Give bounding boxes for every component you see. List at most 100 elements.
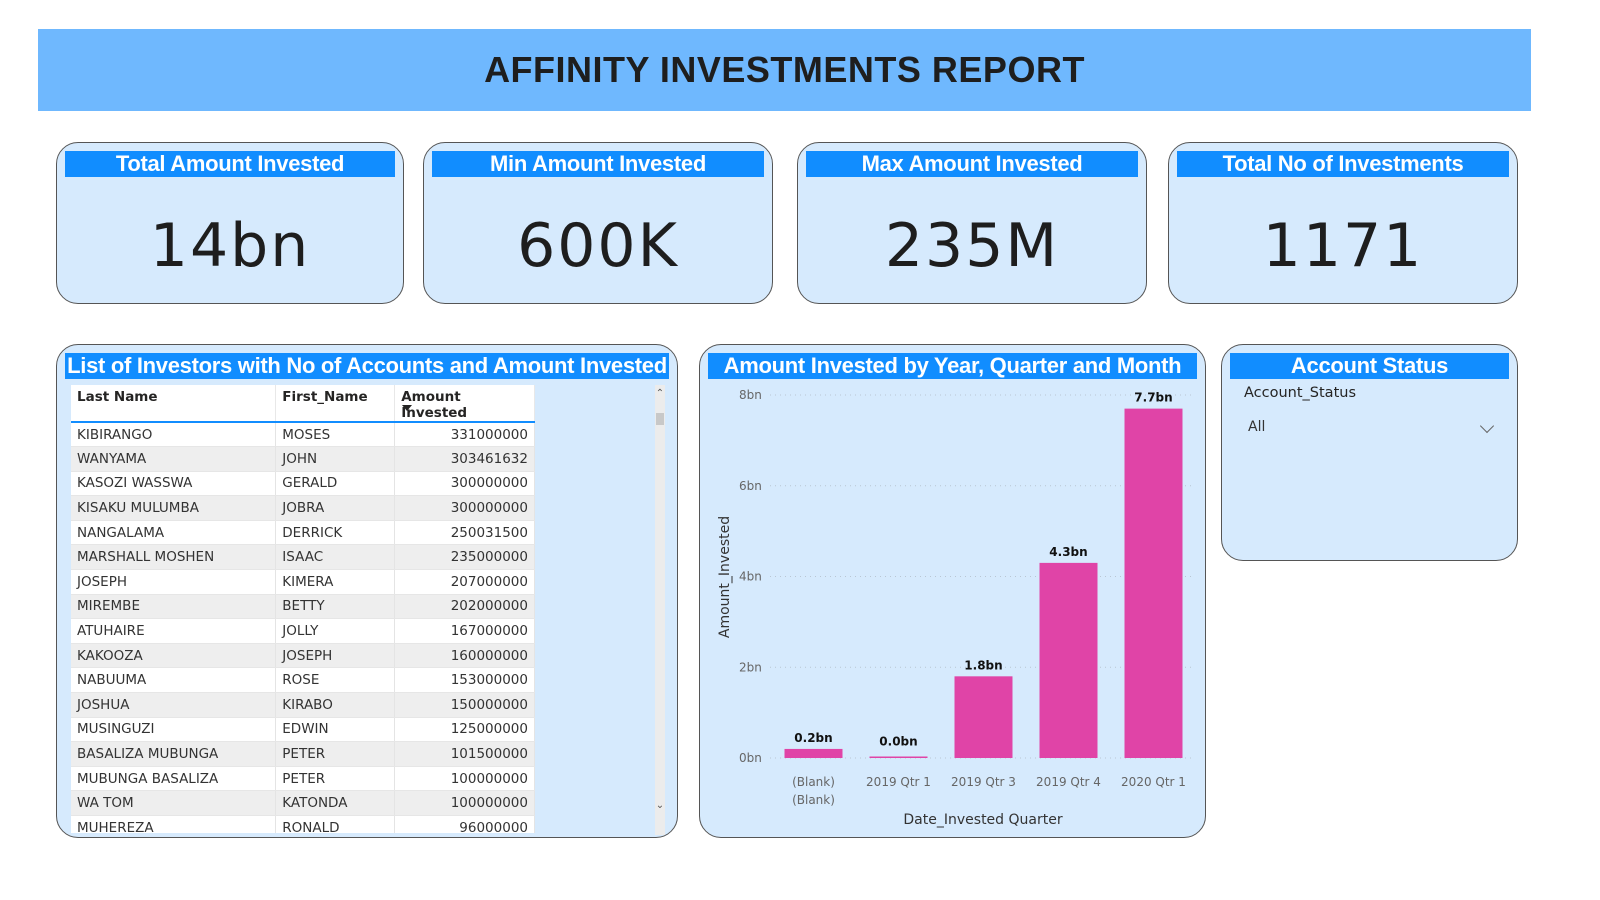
- bar[interactable]: [869, 756, 928, 759]
- first-name-cell: DERRICK: [275, 520, 396, 546]
- amount-cell: 235000000: [394, 544, 535, 571]
- first-name-cell: PETER: [275, 766, 396, 792]
- table-row[interactable]: NABUUMA ROSE 153000000: [71, 667, 535, 694]
- slicer-title: Account Status: [1230, 353, 1509, 379]
- column-header-last-name[interactable]: Last Name: [71, 385, 277, 423]
- investors-table-card: List of Investors with No of Accounts an…: [56, 344, 678, 838]
- kpi-card-total-investments: Total No of Investments 1171: [1168, 142, 1518, 304]
- last-name-cell: MUHEREZA: [71, 815, 277, 833]
- amount-cell: 100000000: [394, 766, 535, 792]
- amount-cell: 303461632: [394, 446, 535, 472]
- table-row[interactable]: JOSEPH KIMERA 207000000: [71, 569, 535, 595]
- column-header-first-name[interactable]: First_Name: [275, 385, 396, 423]
- x-tick-label: 2019 Qtr 4: [1036, 775, 1101, 789]
- scroll-down-icon[interactable]: ⌄: [655, 800, 665, 811]
- table-row[interactable]: ATUHAIRE JOLLY 167000000: [71, 618, 535, 644]
- column-header-amount-invested[interactable]: Amount Invested: [394, 385, 535, 423]
- report-banner: AFFINITY INVESTMENTS REPORT: [38, 29, 1531, 111]
- bar[interactable]: [954, 676, 1013, 758]
- last-name-cell: NANGALAMA: [71, 520, 277, 546]
- first-name-cell: KIRABO: [275, 692, 396, 718]
- first-name-cell: ISAAC: [275, 544, 396, 571]
- bar[interactable]: [1039, 562, 1098, 758]
- table-row[interactable]: MARSHALL MOSHEN ISAAC 235000000: [71, 544, 535, 571]
- last-name-cell: KAKOOZA: [71, 643, 277, 669]
- first-name-cell: JOHN: [275, 446, 396, 472]
- y-tick-label: 2bn: [739, 660, 762, 674]
- amount-cell: 207000000: [394, 569, 535, 595]
- table-body: KIBIRANGO MOSES 331000000 WANYAMA JOHN 303461…: [71, 422, 535, 833]
- first-name-cell: JOSEPH: [275, 643, 396, 669]
- bar-data-label: 0.2bn: [794, 731, 832, 745]
- kpi-title: Min Amount Invested: [432, 151, 764, 177]
- amount-cell: 101500000: [394, 741, 535, 767]
- kpi-card-total-amount: Total Amount Invested 14bn: [56, 142, 404, 304]
- table-row[interactable]: JOSHUA KIRABO 150000000: [71, 692, 535, 718]
- amount-cell: 153000000: [394, 667, 535, 694]
- last-name-cell: JOSHUA: [71, 692, 277, 718]
- bar-data-label: 4.3bn: [1049, 545, 1087, 559]
- amount-cell: 202000000: [394, 594, 535, 620]
- scroll-thumb[interactable]: [656, 413, 664, 425]
- table-header-row: Last Name First_Name Amount Invested: [71, 385, 535, 423]
- table-row[interactable]: MUHEREZA RONALD 96000000: [71, 815, 535, 833]
- table-row[interactable]: MIREMBE BETTY 202000000: [71, 594, 535, 620]
- bar-data-label: 1.8bn: [964, 658, 1002, 672]
- table-row[interactable]: NANGALAMA DERRICK 250031500: [71, 520, 535, 546]
- kpi-title: Total No of Investments: [1177, 151, 1509, 177]
- x-tick-label: 2019 Qtr 3: [951, 775, 1016, 789]
- bar[interactable]: [784, 748, 843, 758]
- table-row[interactable]: KAKOOZA JOSEPH 160000000: [71, 643, 535, 669]
- table-row[interactable]: WANYAMA JOHN 303461632: [71, 446, 535, 472]
- first-name-cell: JOBRA: [275, 495, 396, 521]
- x-tick-label: (Blank): [792, 775, 835, 789]
- first-name-cell: JOLLY: [275, 618, 396, 644]
- first-name-cell: BETTY: [275, 594, 396, 620]
- dropdown-selected-value: All: [1248, 419, 1266, 435]
- table-row[interactable]: BASALIZA MUBUNGA PETER 101500000: [71, 741, 535, 767]
- kpi-title: Max Amount Invested: [806, 151, 1138, 177]
- investors-table-title: List of Investors with No of Accounts an…: [65, 353, 669, 379]
- chevron-down-icon: [1479, 418, 1495, 434]
- first-name-cell: GERALD: [275, 471, 396, 497]
- kpi-card-min-amount: Min Amount Invested 600K: [423, 142, 773, 304]
- investors-table: Last Name First_Name Amount Invested KIB…: [71, 385, 535, 833]
- bar-data-label: 0.0bn: [879, 735, 917, 749]
- x-tick-label: 2019 Qtr 1: [866, 775, 931, 789]
- account-status-dropdown[interactable]: All: [1236, 411, 1504, 443]
- sort-descending-icon: [402, 405, 413, 411]
- amount-by-quarter-chart-card: Amount Invested by Year, Quarter and Mon…: [699, 344, 1206, 838]
- amount-cell: 331000000: [394, 422, 535, 448]
- first-name-cell: ROSE: [275, 667, 396, 694]
- table-row[interactable]: MUBUNGA BASALIZA PETER 100000000: [71, 766, 535, 792]
- table-row[interactable]: MUSINGUZI EDWIN 125000000: [71, 717, 535, 743]
- last-name-cell: BASALIZA MUBUNGA: [71, 741, 277, 767]
- amount-cell: 167000000: [394, 618, 535, 644]
- last-name-cell: KIBIRANGO: [71, 422, 277, 448]
- bar[interactable]: [1124, 408, 1183, 758]
- y-tick-label: 0bn: [739, 751, 762, 765]
- kpi-value: 14bn: [149, 211, 311, 281]
- y-tick-label: 8bn: [739, 388, 762, 402]
- slicer-field-label: Account_Status: [1244, 385, 1356, 401]
- kpi-value: 235M: [884, 211, 1060, 281]
- x-axis-title: Date_Invested Quarter: [903, 812, 1062, 828]
- scroll-up-icon[interactable]: ⌃: [655, 388, 665, 399]
- amount-cell: 300000000: [394, 471, 535, 497]
- table-row[interactable]: KISAKU MULUMBA JOBRA 300000000: [71, 495, 535, 521]
- amount-cell: 300000000: [394, 495, 535, 521]
- y-tick-label: 4bn: [739, 570, 762, 584]
- table-row[interactable]: KASOZI WASSWA GERALD 300000000: [71, 471, 535, 497]
- investors-table-viewport: Last Name First_Name Amount Invested KIB…: [71, 385, 535, 833]
- first-name-cell: KIMERA: [275, 569, 396, 595]
- table-row[interactable]: WA TOM KATONDA 100000000: [71, 790, 535, 816]
- kpi-value: 600K: [517, 211, 679, 281]
- table-row[interactable]: KIBIRANGO MOSES 331000000: [71, 422, 535, 448]
- last-name-cell: MUSINGUZI: [71, 717, 277, 743]
- amount-cell: 100000000: [394, 790, 535, 816]
- last-name-cell: MIREMBE: [71, 594, 277, 620]
- kpi-card-max-amount: Max Amount Invested 235M: [797, 142, 1147, 304]
- amount-cell: 160000000: [394, 643, 535, 669]
- y-axis-title: Amount_Invested: [717, 516, 733, 638]
- table-scrollbar[interactable]: ⌃ ⌄: [655, 385, 665, 835]
